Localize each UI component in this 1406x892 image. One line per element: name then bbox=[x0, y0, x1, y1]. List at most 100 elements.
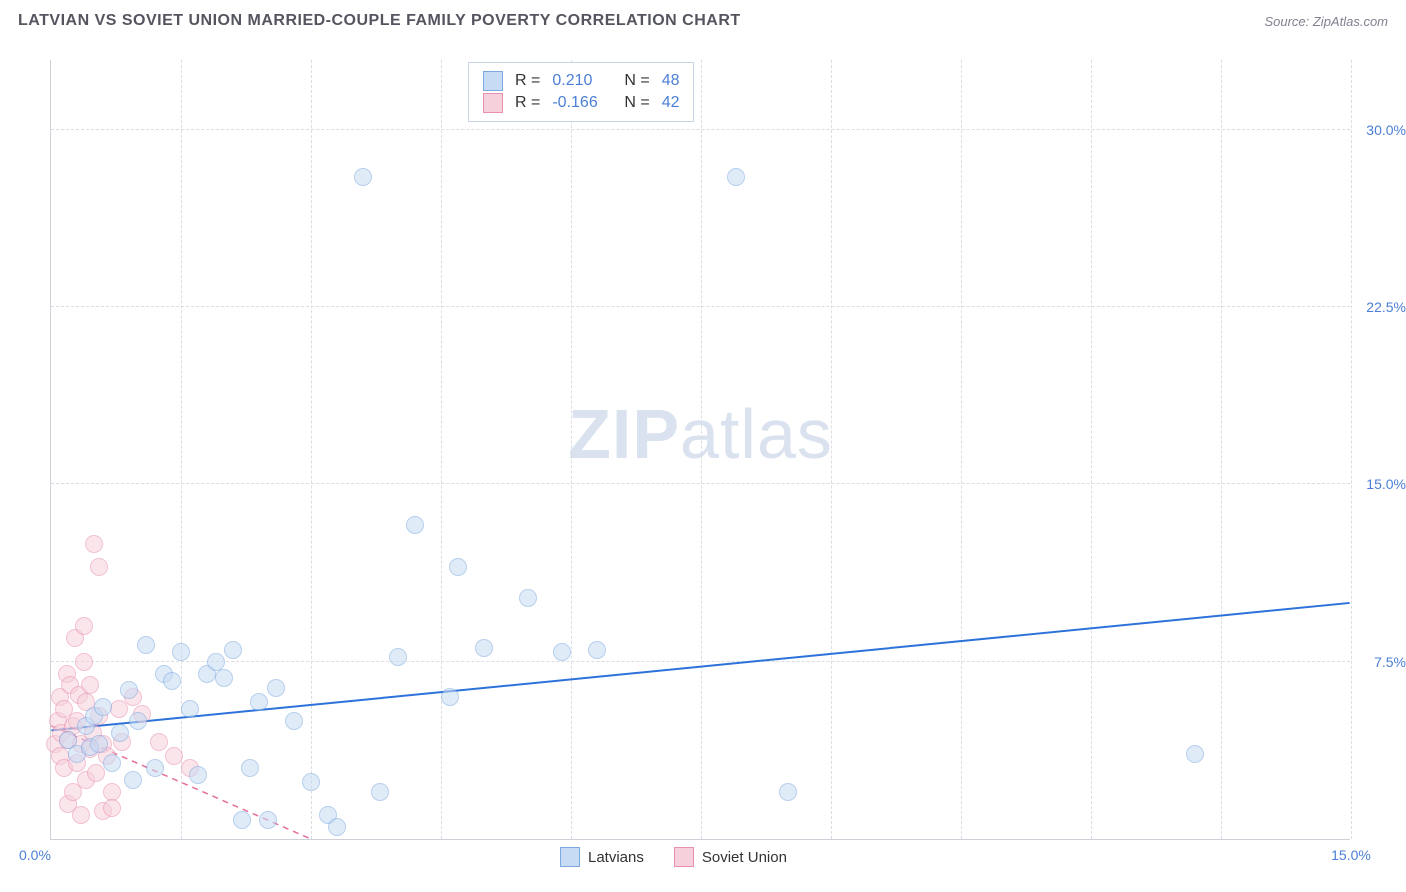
data-point bbox=[59, 795, 77, 813]
data-point bbox=[133, 705, 151, 723]
series-legend-label: Soviet Union bbox=[702, 849, 787, 866]
data-point bbox=[55, 700, 73, 718]
gridline-v bbox=[701, 60, 702, 839]
series-legend-item: Soviet Union bbox=[674, 847, 787, 867]
data-point bbox=[441, 688, 459, 706]
data-point bbox=[319, 806, 337, 824]
data-point bbox=[90, 707, 108, 725]
data-point bbox=[81, 676, 99, 694]
data-point bbox=[94, 698, 112, 716]
data-point bbox=[72, 806, 90, 824]
data-point bbox=[155, 665, 173, 683]
data-point bbox=[68, 745, 86, 763]
plot-area: ZIPatlas 7.5%15.0%22.5%30.0%0.0%15.0% bbox=[50, 60, 1350, 840]
legend-swatch bbox=[560, 847, 580, 867]
chart-title: LATVIAN VS SOVIET UNION MARRIED-COUPLE F… bbox=[18, 12, 741, 30]
data-point bbox=[207, 653, 225, 671]
data-point bbox=[181, 700, 199, 718]
data-point bbox=[146, 759, 164, 777]
legend-swatch bbox=[483, 93, 503, 113]
data-point bbox=[72, 735, 90, 753]
data-point bbox=[137, 636, 155, 654]
y-tick-label: 30.0% bbox=[1354, 122, 1406, 138]
data-point bbox=[110, 700, 128, 718]
n-value: 42 bbox=[662, 94, 680, 112]
data-point bbox=[449, 558, 467, 576]
data-point bbox=[85, 707, 103, 725]
data-point bbox=[68, 754, 86, 772]
n-label: N = bbox=[624, 94, 649, 112]
data-point bbox=[198, 665, 216, 683]
data-point bbox=[98, 747, 116, 765]
data-point bbox=[81, 738, 99, 756]
gridline-v bbox=[311, 60, 312, 839]
data-point bbox=[124, 688, 142, 706]
data-point bbox=[553, 643, 571, 661]
data-point bbox=[64, 783, 82, 801]
data-point bbox=[371, 783, 389, 801]
data-point bbox=[233, 811, 251, 829]
r-label: R = bbox=[515, 72, 540, 90]
data-point bbox=[1186, 745, 1204, 763]
data-point bbox=[75, 653, 93, 671]
data-point bbox=[163, 672, 181, 690]
series-legend-item: Latvians bbox=[560, 847, 644, 867]
watermark-atlas: atlas bbox=[680, 395, 833, 473]
data-point bbox=[94, 735, 112, 753]
data-point bbox=[94, 802, 112, 820]
data-point bbox=[90, 735, 108, 753]
data-point bbox=[55, 759, 73, 777]
data-point bbox=[267, 679, 285, 697]
data-point bbox=[77, 771, 95, 789]
y-tick-label: 7.5% bbox=[1354, 654, 1406, 670]
data-point bbox=[727, 168, 745, 186]
data-point bbox=[103, 754, 121, 772]
data-point bbox=[150, 733, 168, 751]
data-point bbox=[85, 535, 103, 553]
stats-legend-row: R =0.210N =48 bbox=[483, 71, 679, 91]
data-point bbox=[51, 688, 69, 706]
data-point bbox=[46, 735, 64, 753]
data-point bbox=[189, 766, 207, 784]
data-point bbox=[75, 617, 93, 635]
x-tick-label: 15.0% bbox=[1331, 847, 1371, 863]
data-point bbox=[66, 629, 84, 647]
stats-legend: R =0.210N =48R =-0.166N =42 bbox=[468, 62, 694, 122]
gridline-v bbox=[441, 60, 442, 839]
y-tick-label: 22.5% bbox=[1354, 299, 1406, 315]
r-value: -0.166 bbox=[552, 94, 612, 112]
data-point bbox=[259, 811, 277, 829]
data-point bbox=[475, 639, 493, 657]
data-point bbox=[52, 724, 70, 742]
data-point bbox=[87, 764, 105, 782]
source-label: Source: ZipAtlas.com bbox=[1264, 14, 1388, 29]
data-point bbox=[389, 648, 407, 666]
series-legend: Latvians Soviet Union bbox=[560, 847, 787, 867]
data-point bbox=[59, 731, 77, 749]
data-point bbox=[328, 818, 346, 836]
y-tick-label: 15.0% bbox=[1354, 476, 1406, 492]
data-point bbox=[70, 686, 88, 704]
data-point bbox=[49, 712, 67, 730]
data-point bbox=[61, 676, 79, 694]
data-point bbox=[77, 717, 95, 735]
data-point bbox=[285, 712, 303, 730]
data-point bbox=[124, 771, 142, 789]
r-value: 0.210 bbox=[552, 72, 612, 90]
gridline-v bbox=[1351, 60, 1352, 839]
gridline-v bbox=[571, 60, 572, 839]
gridline-v bbox=[961, 60, 962, 839]
data-point bbox=[103, 799, 121, 817]
stats-legend-row: R =-0.166N =42 bbox=[483, 93, 679, 113]
data-point bbox=[77, 693, 95, 711]
data-point bbox=[250, 693, 268, 711]
data-point bbox=[103, 783, 121, 801]
data-point bbox=[519, 589, 537, 607]
x-tick-label: 0.0% bbox=[19, 847, 51, 863]
data-point bbox=[779, 783, 797, 801]
data-point bbox=[68, 712, 86, 730]
data-point bbox=[224, 641, 242, 659]
watermark-zip: ZIP bbox=[568, 395, 680, 473]
data-point bbox=[90, 558, 108, 576]
data-point bbox=[241, 759, 259, 777]
